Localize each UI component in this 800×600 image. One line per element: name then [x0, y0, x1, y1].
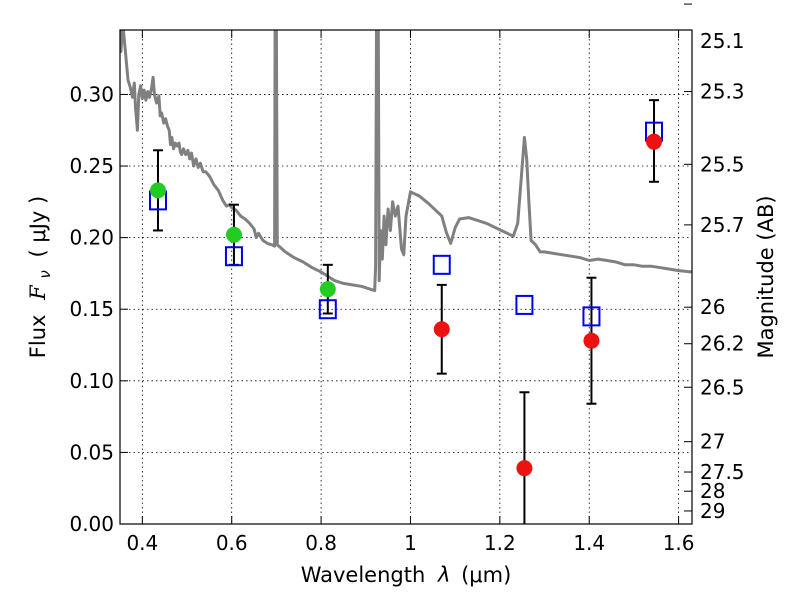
data-point: [149, 182, 166, 199]
square-layer: [148, 121, 664, 327]
y-tick-label: 0.00: [69, 512, 114, 536]
right-tick-label: 26: [700, 295, 725, 319]
right-tick-label: 25.1: [700, 29, 745, 53]
x-tick-label: 1.4: [573, 531, 605, 555]
y-tick-label: 0.20: [69, 226, 114, 250]
photometry-square: [224, 246, 243, 267]
right-tick-label: 27: [700, 430, 725, 454]
data-point: [225, 226, 242, 243]
circle-layer: [149, 133, 663, 477]
y-tick-label: 0.05: [69, 440, 114, 464]
right-tick-label: 25.7: [700, 213, 745, 237]
y-tick-label: 0.30: [69, 82, 114, 106]
tick-layer: 0.4 0.6 0.8 1 1.2 1.4 1.6 0.00 0.05 0.10 0.15 0.20 0…: [69, 3, 745, 555]
data-point: [433, 321, 450, 338]
grid: [120, 30, 692, 525]
x-axis-label-symbol: λ: [437, 563, 450, 587]
x-tick-label: 0.6: [216, 531, 248, 555]
photometry-square: [318, 299, 337, 320]
right-axis-label: Magnitude (AB): [754, 195, 778, 358]
x-tick-label: 0.4: [126, 531, 158, 555]
y-axis-label-main: Flux: [26, 315, 50, 359]
spectrum-line: [120, 30, 692, 293]
y-axis-label-symbol: F: [26, 284, 50, 301]
right-tick-label: 27.5: [700, 460, 745, 484]
x-axis-label: Wavelength λ (μm): [301, 563, 512, 587]
photometry-square: [515, 294, 534, 315]
x-tick-label: 1: [404, 531, 417, 555]
x-tick-label: 0.8: [305, 531, 337, 555]
data-point: [319, 281, 336, 298]
x-tick-label: 1.6: [663, 531, 695, 555]
x-tick-label: 1.2: [484, 531, 516, 555]
y-axis-label-unit: ( μJy ): [26, 196, 50, 258]
y-axis-label: Flux F ν ( μJy ): [26, 196, 55, 358]
right-tick-label: 26.2: [700, 332, 745, 356]
y-tick-label: 0.25: [69, 154, 114, 178]
right-tick-label: 25.3: [700, 80, 745, 104]
y-tick-label: 0.10: [69, 369, 114, 393]
plot-frame: [119, 29, 693, 525]
photometry-square: [432, 254, 451, 275]
x-axis-label-unit: (μm): [461, 563, 511, 587]
photometry-square: [582, 306, 601, 327]
right-tick-label: 28: [700, 479, 725, 503]
x-axis-label-main: Wavelength: [301, 563, 426, 587]
right-tick-label: 29: [700, 499, 725, 523]
spectrum-layer: [120, 30, 692, 293]
y-tick-label: 0.15: [69, 297, 114, 321]
data-point: [583, 332, 600, 349]
right-tick-label: 26.5: [700, 375, 745, 399]
y-axis-label-subscript: ν: [36, 270, 54, 278]
data-point: [646, 133, 663, 150]
right-tick-label: 25.5: [700, 152, 745, 176]
data-point: [516, 460, 533, 477]
